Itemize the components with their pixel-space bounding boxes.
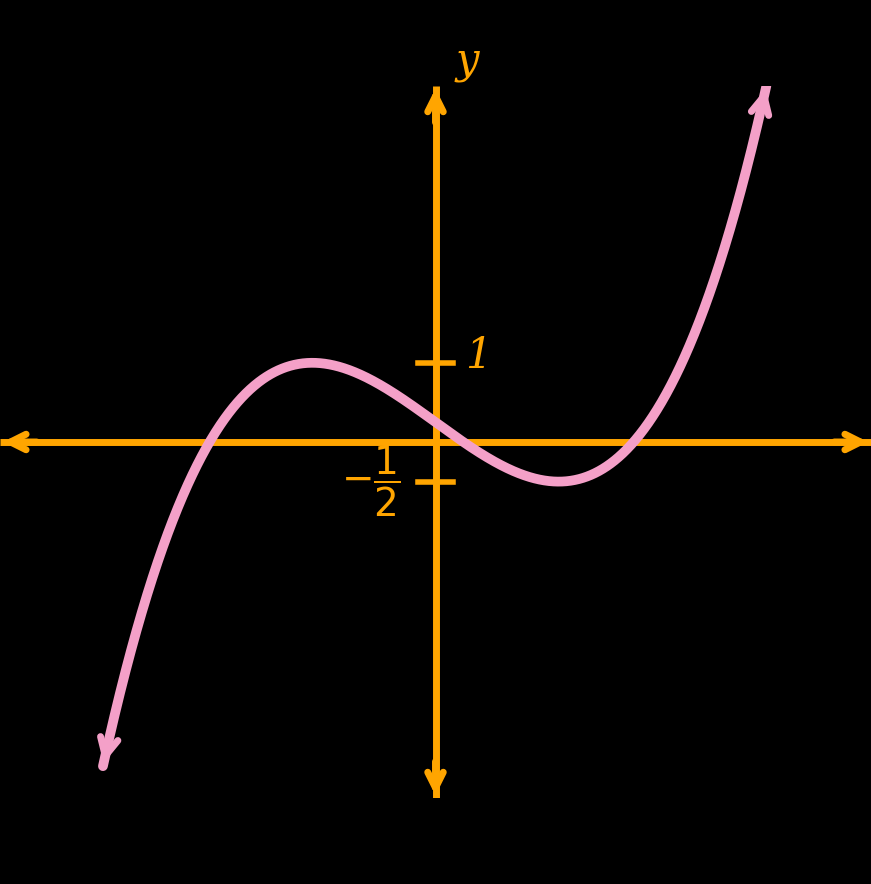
Text: 1: 1	[466, 336, 492, 377]
Text: $-\dfrac{1}{2}$: $-\dfrac{1}{2}$	[341, 444, 400, 519]
Text: y: y	[456, 40, 479, 81]
